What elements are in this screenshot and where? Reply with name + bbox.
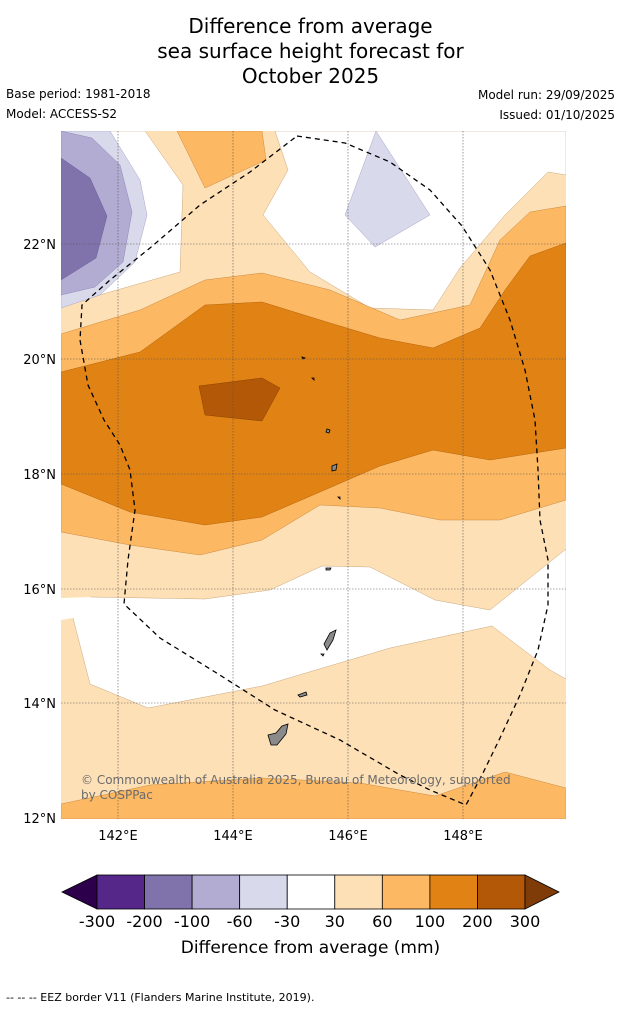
island-rota xyxy=(297,691,308,698)
anomaly-zone-negative-strong xyxy=(61,157,108,281)
eez-footnote: -- -- -- EEZ border V11 (Flanders Marine… xyxy=(6,991,315,1004)
colorbar-tick-label: -30 xyxy=(274,912,301,931)
lat-tick: 12°N xyxy=(23,812,56,827)
colorbar-tick-label: -60 xyxy=(226,912,253,931)
copyright-line-1: © Commonwealth of Australia 2025, Bureau… xyxy=(81,773,511,787)
anomaly-band-60-100-south xyxy=(61,771,566,819)
copyright-notice: © Commonwealth of Australia 2025, Bureau… xyxy=(81,773,511,803)
colorbar-tick-label: 100 xyxy=(414,912,446,931)
colorbar-segment xyxy=(96,874,145,910)
colorbar-segment xyxy=(429,874,478,910)
colorbar-extend-high xyxy=(524,874,560,910)
lon-tick: 148°E xyxy=(443,829,483,844)
colorbar-tick-label: 300 xyxy=(509,912,541,931)
colorbar-segment xyxy=(191,874,241,910)
lat-tick: 18°N xyxy=(23,468,56,483)
island-small-1 xyxy=(337,496,341,500)
issued-date: Issued: 01/10/2025 xyxy=(499,108,615,122)
colorbar-tick-label: -200 xyxy=(126,912,163,931)
colorbar-tick-label: 200 xyxy=(462,912,493,931)
colorbar-segment xyxy=(286,874,336,910)
lon-tick: 144°E xyxy=(213,829,253,844)
island-agrihan xyxy=(331,463,338,472)
lon-tick: 146°E xyxy=(328,829,368,844)
island-saipan xyxy=(323,629,337,651)
colorbar-title: Difference from average (mm) xyxy=(180,938,441,958)
colorbar-segment xyxy=(334,874,383,910)
anomaly-zone-200-300 xyxy=(198,377,281,422)
colorbar-extend-low xyxy=(61,874,98,910)
lat-tick: 16°N xyxy=(23,583,56,598)
colorbar-tick-label: 30 xyxy=(324,912,345,931)
title-line-1: Difference from average xyxy=(188,14,433,38)
colorbar-segment xyxy=(144,874,193,910)
colorbar-segment xyxy=(477,874,526,910)
lon-tick: 142°E xyxy=(98,829,138,844)
colorbar-tick-label: -100 xyxy=(173,912,211,931)
lat-tick: 22°N xyxy=(23,238,56,253)
island-guam xyxy=(267,723,289,746)
anomaly-band-100-200 xyxy=(61,242,566,526)
island-pagan xyxy=(325,428,331,434)
islands xyxy=(267,356,341,746)
island-small-2 xyxy=(311,377,315,381)
colorbar-tick-label: 60 xyxy=(372,912,393,931)
colorbar-segment xyxy=(381,874,431,910)
model-run: Model run: 29/09/2025 xyxy=(477,88,615,102)
title-line-2: sea surface height forecast for xyxy=(157,39,464,63)
colorbar xyxy=(61,874,560,910)
colorbar-tick-label: -300 xyxy=(78,912,116,931)
graticule xyxy=(61,131,566,819)
map-area xyxy=(61,131,566,819)
anomaly-zone-neutral-west xyxy=(61,597,91,620)
anomaly-zone-neutral-south xyxy=(61,548,566,709)
island-anatahan xyxy=(325,567,332,571)
model-name: Model: ACCESS-S2 xyxy=(6,107,118,121)
island-small-3 xyxy=(301,356,307,360)
lon-tick-labels: 142°E 144°E 146°E 148°E xyxy=(98,829,483,844)
lat-tick: 20°N xyxy=(23,353,56,368)
colorbar-segment xyxy=(239,874,288,910)
eez-border xyxy=(79,135,549,806)
lat-tick: 14°N xyxy=(23,697,56,712)
base-period: Base period: 1981-2018 xyxy=(6,87,151,101)
island-tinian xyxy=(320,653,325,657)
anomaly-zone-negative-northeast xyxy=(344,131,431,248)
lat-tick-labels: 22°N 20°N 18°N 16°N 14°N 12°N xyxy=(23,238,56,827)
map-title: Difference from average sea surface heig… xyxy=(0,14,621,89)
title-line-3: October 2025 xyxy=(241,64,380,88)
copyright-line-2: by COSPPac xyxy=(81,788,153,802)
